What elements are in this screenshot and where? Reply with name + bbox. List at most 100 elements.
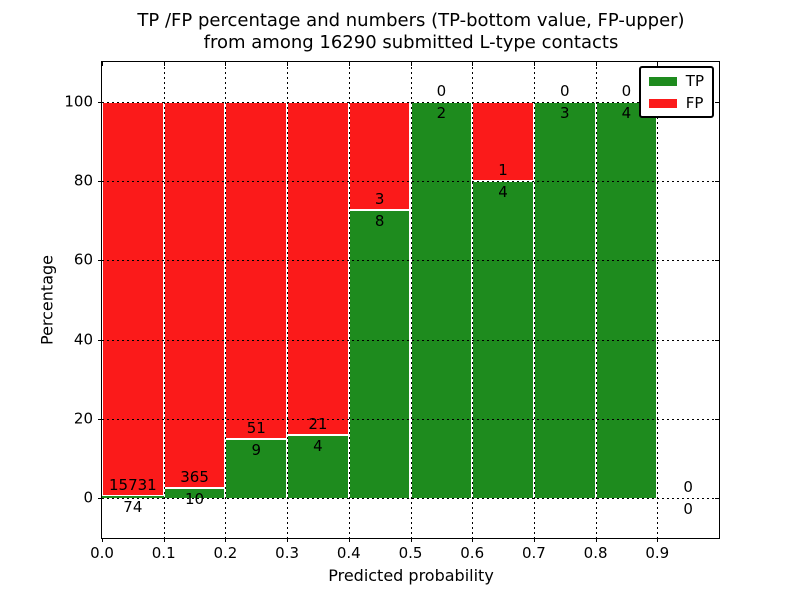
- y-tick-right: [715, 339, 719, 341]
- x-tick-label: 0.4: [336, 544, 361, 562]
- tp-count-label: 4: [621, 103, 632, 122]
- fp-count-label: 365: [180, 467, 209, 486]
- bar-tp-segment: [410, 101, 473, 499]
- x-tick-bottom: [657, 538, 659, 542]
- y-tick-left: [98, 260, 102, 262]
- x-tick-top: [657, 62, 659, 66]
- fp-count-label: 0: [621, 81, 632, 100]
- fp-count-label: 0: [436, 81, 447, 100]
- chart-title-line1: TP /FP percentage and numbers (TP-bottom…: [137, 10, 685, 31]
- y-tick-right: [715, 260, 719, 262]
- y-tick-right: [715, 498, 719, 500]
- gridline-vertical: [163, 62, 165, 538]
- x-tick-label: 0.2: [213, 544, 238, 562]
- fp-color-swatch: [648, 98, 677, 108]
- fp-count-label: 1: [498, 161, 508, 179]
- x-tick-top: [102, 62, 103, 66]
- x-tick-top: [163, 62, 165, 66]
- y-tick-label: 60: [73, 250, 93, 269]
- y-axis-label: Percentage: [37, 254, 57, 346]
- bar-tp-segment: [225, 438, 288, 499]
- x-tick-bottom: [410, 538, 412, 542]
- fp-count-label: 51: [246, 418, 266, 437]
- gridline-vertical: [472, 62, 474, 538]
- y-tick-label: 20: [73, 409, 93, 428]
- x-tick-top: [533, 62, 535, 66]
- fp-count-label: 3: [374, 189, 385, 208]
- plot-area: TP FP 0 20 40 60 80 100 0.0 0.1 0.2 0.3 0.4 0.5 0.6 0.…: [64, 61, 720, 562]
- y-tick-right: [715, 101, 719, 103]
- gridline-vertical: [595, 62, 597, 538]
- y-tick-label: 100: [64, 92, 93, 111]
- x-tick-label: 0.1: [151, 544, 176, 562]
- tp-count-label: 10: [185, 489, 205, 508]
- fp-count-label: 0: [683, 478, 693, 497]
- bar-tp-segment: [533, 101, 596, 499]
- gridline-vertical: [348, 62, 350, 538]
- gridline-vertical: [410, 62, 412, 538]
- bar-tp-segment: [595, 101, 658, 499]
- chart-title-line2: from among 16290 submitted L-type contac…: [203, 32, 619, 53]
- legend-label-fp: FP: [685, 94, 704, 112]
- legend: TP FP: [638, 66, 714, 118]
- legend-label-tp: TP: [685, 72, 704, 90]
- x-tick-top: [472, 62, 474, 66]
- x-tick-top: [410, 62, 412, 66]
- bar-fp-segment: [287, 101, 349, 435]
- x-axis-label: Predicted probability: [328, 566, 494, 585]
- x-tick-label: 0.3: [275, 544, 300, 562]
- gridline-vertical: [657, 62, 659, 538]
- tp-count-label: 2: [436, 103, 447, 122]
- fp-count-label: 15731: [108, 476, 157, 495]
- bar-tp-segment: [102, 496, 164, 499]
- bar-fp-segment: [225, 101, 288, 439]
- bar-fp-segment: [163, 101, 226, 488]
- x-tick-top: [348, 62, 350, 66]
- tp-count-label: 3: [559, 103, 570, 122]
- x-tick-label: 0.0: [90, 544, 114, 562]
- y-tick-label: 40: [73, 330, 93, 349]
- y-tick-left: [98, 339, 102, 341]
- x-tick-bottom: [533, 538, 535, 542]
- tp-count-label: 8: [374, 211, 385, 230]
- tp-count-label: 74: [123, 498, 143, 517]
- x-tick-bottom: [287, 538, 289, 542]
- x-tick-bottom: [348, 538, 350, 542]
- legend-entry-fp: FP: [648, 94, 704, 112]
- bar-fp-segment: [348, 101, 411, 210]
- x-tick-bottom: [163, 538, 165, 542]
- gridline-vertical: [533, 62, 535, 538]
- gridline-vertical: [287, 62, 289, 538]
- x-tick-label: 0.5: [398, 544, 423, 562]
- y-tick-left: [98, 419, 102, 420]
- y-tick-left: [98, 498, 102, 500]
- x-tick-bottom: [595, 538, 597, 542]
- x-tick-top: [225, 62, 227, 66]
- x-tick-label: 0.8: [583, 544, 608, 562]
- x-tick-bottom: [102, 538, 103, 542]
- fp-count-label: 0: [559, 81, 570, 100]
- legend-entry-tp: TP: [648, 72, 704, 90]
- bar-tp-segment: [348, 209, 411, 499]
- bar-fp-segment: [102, 101, 164, 497]
- chart-title: TP /FP percentage and numbers (TP-bottom…: [137, 10, 684, 54]
- x-tick-top: [287, 62, 289, 66]
- fp-count-label: 21: [308, 414, 328, 433]
- y-tick-label: 0: [83, 488, 93, 507]
- tp-color-swatch: [648, 76, 677, 86]
- y-tick-right: [715, 419, 719, 420]
- x-tick-label: 0.7: [521, 544, 546, 562]
- tp-count-label: 0: [683, 500, 693, 519]
- tp-count-label: 4: [498, 183, 508, 201]
- gridline-vertical: [225, 62, 227, 538]
- x-tick-bottom: [472, 538, 474, 542]
- y-tick-left: [98, 181, 102, 182]
- x-tick-label: 0.9: [645, 544, 670, 562]
- x-tick-label: 0.6: [460, 544, 485, 562]
- y-tick-label: 80: [73, 171, 93, 190]
- x-tick-bottom: [225, 538, 227, 542]
- bar-tp-segment: [287, 434, 349, 499]
- y-tick-left: [98, 101, 102, 103]
- y-tick-right: [715, 181, 719, 182]
